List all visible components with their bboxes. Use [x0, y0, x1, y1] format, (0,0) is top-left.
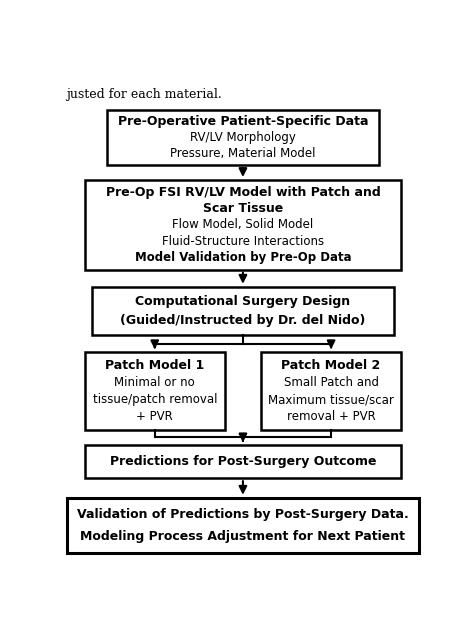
Text: Small Patch and: Small Patch and — [283, 375, 379, 389]
Text: Pre-Op FSI RV/LV Model with Patch and: Pre-Op FSI RV/LV Model with Patch and — [106, 186, 380, 198]
Text: Computational Surgery Design: Computational Surgery Design — [136, 295, 350, 307]
Text: justed for each material.: justed for each material. — [66, 88, 222, 101]
Text: Fluid-Structure Interactions: Fluid-Structure Interactions — [162, 234, 324, 248]
Text: Validation of Predictions by Post-Surgery Data.: Validation of Predictions by Post-Surger… — [77, 508, 409, 521]
Text: Predictions for Post-Surgery Outcome: Predictions for Post-Surgery Outcome — [109, 455, 376, 468]
Text: Minimal or no: Minimal or no — [114, 375, 195, 389]
Bar — [85, 445, 401, 478]
Text: Scar Tissue: Scar Tissue — [203, 202, 283, 215]
Bar — [92, 287, 393, 335]
Bar — [261, 352, 401, 430]
Text: Pre-Operative Patient-Specific Data: Pre-Operative Patient-Specific Data — [118, 115, 368, 128]
Bar — [107, 110, 379, 165]
Text: Modeling Process Adjustment for Next Patient: Modeling Process Adjustment for Next Pat… — [81, 530, 405, 543]
Text: (Guided/Instructed by Dr. del Nido): (Guided/Instructed by Dr. del Nido) — [120, 314, 365, 327]
Text: tissue/patch removal: tissue/patch removal — [92, 393, 217, 406]
Text: Patch Model 1: Patch Model 1 — [105, 358, 204, 372]
Text: + PVR: + PVR — [137, 410, 173, 423]
Text: Maximum tissue/scar: Maximum tissue/scar — [268, 393, 394, 406]
Text: removal + PVR: removal + PVR — [287, 410, 375, 423]
Text: Flow Model, Solid Model: Flow Model, Solid Model — [173, 218, 313, 231]
Bar — [85, 180, 401, 270]
Text: Model Validation by Pre-Op Data: Model Validation by Pre-Op Data — [135, 251, 351, 264]
Text: Patch Model 2: Patch Model 2 — [282, 358, 381, 372]
Text: Pressure, Material Model: Pressure, Material Model — [170, 147, 316, 160]
Bar — [66, 498, 419, 553]
Text: RV/LV Morphology: RV/LV Morphology — [190, 131, 296, 144]
Bar — [85, 352, 225, 430]
